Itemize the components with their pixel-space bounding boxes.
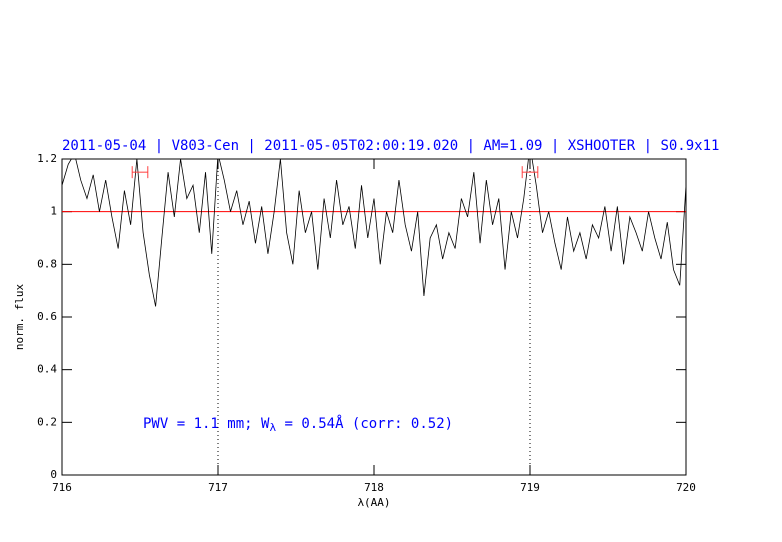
y-axis-label: norm. flux (13, 284, 26, 351)
y-tick-label: 0.8 (37, 257, 57, 270)
x-tick-label: 718 (364, 481, 384, 494)
annotation-text: PWV = 1.1 mm; W (143, 416, 270, 432)
annotation: PWV = 1.1 mm; Wλ = 0.54Å (corr: 0.52) (143, 415, 453, 434)
x-tick-label: 720 (676, 481, 696, 494)
y-tick-label: 0.4 (37, 363, 57, 376)
x-tick-label: 719 (520, 481, 540, 494)
y-tick-label: 0.6 (37, 310, 57, 323)
y-tick-label: 0.2 (37, 415, 57, 428)
spectrum-line (62, 159, 686, 307)
y-tick-label: 1.2 (37, 152, 57, 165)
y-tick-label: 1 (50, 205, 57, 218)
annotation-text: = 0.54Å (corr: 0.52) (276, 415, 453, 432)
annotation-subscript: λ (269, 421, 276, 434)
x-axis-label: λ(AA) (357, 496, 390, 509)
y-tick-label: 0 (50, 468, 57, 481)
x-tick-label: 717 (208, 481, 228, 494)
chart-title: 2011-05-04 | V803-Cen | 2011-05-05T02:00… (62, 138, 719, 154)
x-tick-label: 716 (52, 481, 72, 494)
